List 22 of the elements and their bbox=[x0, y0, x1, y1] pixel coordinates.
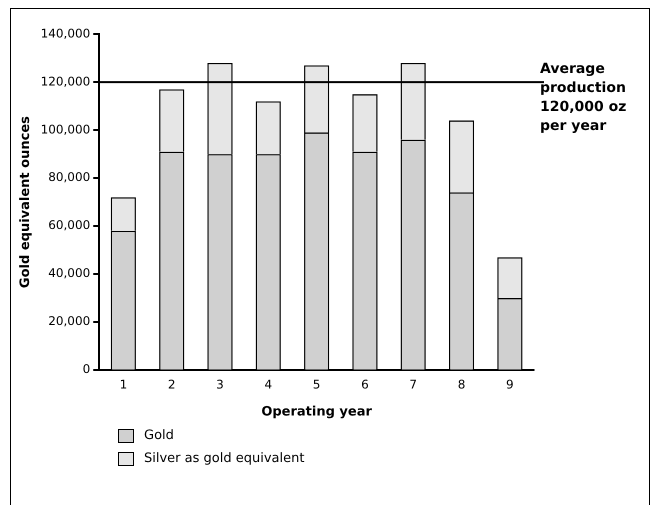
legend-label: Silver as gold equivalent bbox=[144, 451, 304, 466]
x-tick-label: 2 bbox=[168, 377, 176, 392]
x-tick-label: 5 bbox=[312, 377, 320, 392]
x-tick-label: 7 bbox=[409, 377, 418, 392]
y-tick-label: 140,000 bbox=[40, 26, 90, 40]
y-tick-label: 20,000 bbox=[48, 314, 90, 328]
y-tick-label: 100,000 bbox=[40, 122, 90, 136]
y-tick-label: 0 bbox=[82, 362, 90, 376]
x-tick-label: 6 bbox=[361, 377, 369, 392]
legend-label: Gold bbox=[144, 428, 174, 443]
x-tick-label: 4 bbox=[264, 377, 272, 392]
y-axis-title: Gold equivalent ounces bbox=[18, 116, 34, 288]
x-axis-title: Operating year bbox=[261, 404, 372, 420]
y-tick-label: 80,000 bbox=[48, 170, 90, 184]
y-tick-label: 120,000 bbox=[40, 74, 90, 88]
y-tick-label: 40,000 bbox=[48, 266, 90, 280]
x-tick-label: 9 bbox=[506, 377, 514, 392]
x-tick-label: 3 bbox=[216, 377, 224, 392]
x-tick-label: 8 bbox=[458, 377, 466, 392]
ref-line-label: Average production 120,000 oz per year bbox=[540, 60, 628, 136]
y-tick-label: 60,000 bbox=[48, 218, 90, 232]
x-tick-label: 1 bbox=[120, 377, 128, 392]
